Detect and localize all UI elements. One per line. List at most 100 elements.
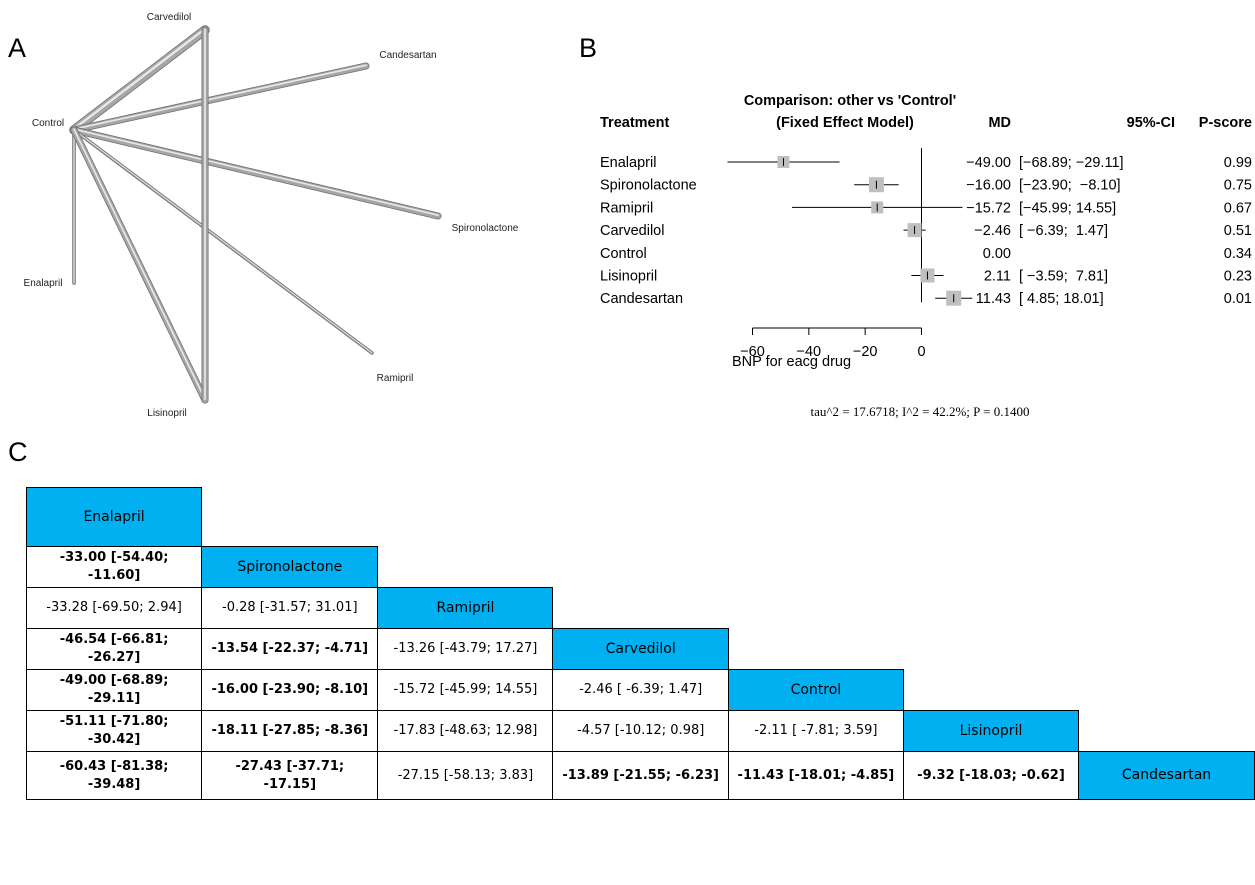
league-cell: -49.00 [-68.89; -29.11] bbox=[25, 669, 203, 711]
header-ci: 95%-CI bbox=[1127, 115, 1175, 131]
forest-row-candesartan: Candesartan 11.43 [ 4.85; 18.01] 0.01 bbox=[600, 290, 1252, 307]
league-cell: -0.28 [-31.57; 31.01] bbox=[201, 587, 379, 629]
league-row-6: -60.43 [-81.38; -39.48] -27.43 [-37.71; -… bbox=[25, 751, 1255, 800]
network-edge-control-lisinopril bbox=[70, 126, 209, 404]
league-cell: -51.11 [-71.80; -30.42] bbox=[25, 710, 203, 752]
league-diagonal-enalapril: Enalapril bbox=[25, 487, 203, 547]
league-empty-cell bbox=[1079, 488, 1255, 547]
network-node-label-lisinopril: Lisinopril bbox=[147, 408, 186, 419]
league-row-5: -51.11 [-71.80; -30.42] -18.11 [-27.85; -… bbox=[25, 710, 1255, 752]
row-treatment: Lisinopril bbox=[600, 269, 657, 285]
row-md: −16.00 bbox=[966, 178, 1011, 194]
league-empty-cell bbox=[553, 547, 728, 588]
row-ci: [ 4.85; 18.01] bbox=[1019, 291, 1104, 307]
league-cell: -9.32 [-18.03; -0.62] bbox=[902, 751, 1080, 800]
row-md: 11.43 bbox=[976, 291, 1011, 307]
row-md: −15.72 bbox=[966, 200, 1011, 216]
network-edge-control-candesartan bbox=[70, 62, 370, 134]
row-pscore: 0.75 bbox=[1224, 178, 1252, 194]
panel-a-letter: A bbox=[8, 33, 27, 63]
header-treatment: Treatment bbox=[600, 115, 669, 131]
league-cell: -60.43 [-81.38; -39.48] bbox=[25, 751, 203, 800]
row-pscore: 0.23 bbox=[1224, 269, 1252, 285]
forest-row-spironolactone: Spironolactone −16.00 [−23.90; −8.10] 0.75 bbox=[600, 177, 1252, 194]
row-md: −49.00 bbox=[966, 155, 1011, 171]
row-ci: [ −6.39; 1.47] bbox=[1019, 223, 1108, 239]
network-edge-control-ramipril bbox=[72, 128, 374, 355]
league-diagonal-lisinopril: Lisinopril bbox=[902, 710, 1080, 752]
row-pscore: 0.34 bbox=[1224, 246, 1252, 262]
forest-row-ramipril: Ramipril −15.72 [−45.99; 14.55] 0.67 bbox=[600, 200, 1252, 216]
league-diagonal-carvedilol: Carvedilol bbox=[552, 628, 729, 670]
row-treatment: Spironolactone bbox=[600, 178, 697, 194]
league-empty-cell bbox=[728, 488, 903, 547]
league-empty-cell bbox=[728, 547, 903, 588]
league-empty-cell bbox=[1079, 711, 1255, 752]
row-treatment: Carvedilol bbox=[600, 223, 664, 239]
row-pscore: 0.99 bbox=[1224, 155, 1252, 171]
network-node-label-enalapril: Enalapril bbox=[24, 278, 63, 289]
edge-highlight bbox=[73, 128, 439, 217]
league-cell: -17.83 [-48.63; 12.98] bbox=[377, 710, 554, 752]
network-edge-control-carvedilol bbox=[69, 25, 210, 135]
league-cell: -27.15 [-58.13; 3.83] bbox=[377, 751, 554, 800]
row-treatment: Candesartan bbox=[600, 291, 683, 307]
league-cell: -11.43 [-18.01; -4.85] bbox=[727, 751, 904, 800]
league-empty-cell bbox=[903, 488, 1078, 547]
x-tick-label-1: −40 bbox=[797, 344, 822, 360]
edge-highlight bbox=[72, 27, 207, 131]
league-empty-cell bbox=[553, 588, 728, 629]
forest-row-control: Control 0.00 0.34 bbox=[600, 246, 1252, 262]
row-ci: [ −3.59; 7.81] bbox=[1019, 269, 1108, 285]
row-md: 2.11 bbox=[984, 269, 1011, 285]
forest-row-lisinopril: Lisinopril 2.11 [ −3.59; 7.81] 0.23 bbox=[600, 268, 1252, 285]
league-empty-cell bbox=[903, 588, 1078, 629]
edge-highlight bbox=[73, 64, 367, 131]
row-pscore: 0.01 bbox=[1224, 291, 1252, 307]
edge-highlight bbox=[73, 129, 373, 354]
league-row-3: -46.54 [-66.81; -26.27] -13.54 [-22.37; -… bbox=[25, 628, 1255, 670]
row-ci: [−68.89; −29.11] bbox=[1019, 155, 1124, 171]
forest-row-carvedilol: Carvedilol −2.46 [ −6.39; 1.47] 0.51 bbox=[600, 223, 1252, 239]
row-md: −2.46 bbox=[974, 223, 1011, 239]
league-empty-cell bbox=[553, 488, 728, 547]
forest-plot: Treatment Comparison: other vs 'Control' (… bbox=[600, 93, 1252, 419]
league-empty-cell bbox=[1079, 629, 1255, 670]
header-pscore: P-score bbox=[1199, 115, 1252, 131]
row-md: 0.00 bbox=[983, 246, 1011, 262]
league-row-0: Enalapril bbox=[25, 487, 1255, 547]
league-cell: -18.11 [-27.85; -8.36] bbox=[201, 710, 379, 752]
network-edge-control-spironolactone bbox=[70, 126, 442, 220]
league-empty-cell bbox=[903, 670, 1078, 711]
network-node-label-spironolactone: Spironolactone bbox=[452, 223, 519, 234]
row-treatment: Ramipril bbox=[600, 200, 653, 216]
league-empty-cell bbox=[728, 588, 903, 629]
row-pscore: 0.51 bbox=[1224, 223, 1252, 239]
network-node-label-control: Control bbox=[32, 118, 64, 129]
row-pscore: 0.67 bbox=[1224, 200, 1252, 216]
network-node-label-ramipril: Ramipril bbox=[377, 373, 414, 384]
league-empty-cell bbox=[903, 547, 1078, 588]
league-cell: -16.00 [-23.90; -8.10] bbox=[201, 669, 379, 711]
x-tick-label-0: −60 bbox=[740, 344, 765, 360]
league-diagonal-candesartan: Candesartan bbox=[1078, 751, 1255, 800]
league-empty-cell bbox=[1079, 670, 1255, 711]
x-tick-label-2: −20 bbox=[853, 344, 878, 360]
league-table: Enalapril -33.00 [-54.40; -11.60] Spironol… bbox=[25, 487, 1255, 800]
edge-highlight bbox=[73, 128, 206, 400]
league-diagonal-control: Control bbox=[727, 669, 904, 711]
league-row-1: -33.00 [-54.40; -11.60] Spironolactone bbox=[25, 546, 1255, 588]
league-cell: -27.43 [-37.71; -17.15] bbox=[201, 751, 379, 800]
network-node-label-carvedilol: Carvedilol bbox=[147, 12, 191, 23]
league-diagonal-ramipril: Ramipril bbox=[377, 587, 554, 629]
league-empty-cell bbox=[1079, 588, 1255, 629]
row-ci: [−45.99; 14.55] bbox=[1019, 200, 1116, 216]
panel-c-letter: C bbox=[8, 437, 28, 467]
league-cell: -15.72 [-45.99; 14.55] bbox=[377, 669, 554, 711]
league-empty-cell bbox=[728, 629, 903, 670]
league-cell: -2.46 [ -6.39; 1.47] bbox=[552, 669, 729, 711]
x-tick-label-3: 0 bbox=[917, 344, 925, 360]
league-cell: -2.11 [ -7.81; 3.59] bbox=[727, 710, 904, 752]
league-empty-cell bbox=[378, 488, 553, 547]
network-node-label-candesartan: Candesartan bbox=[379, 50, 436, 61]
